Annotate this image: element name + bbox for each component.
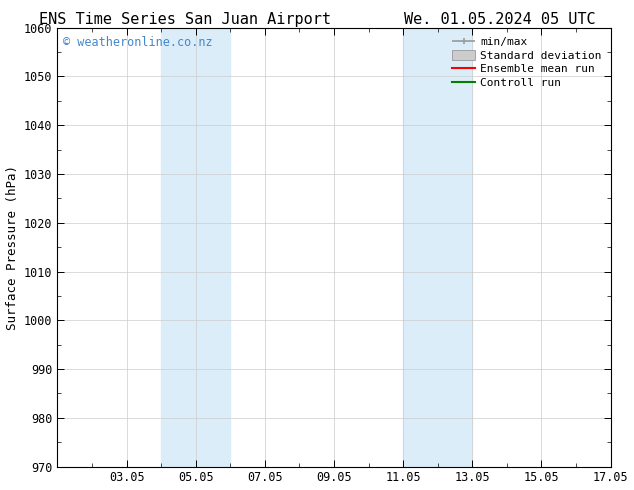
Bar	[161, 28, 196, 466]
Legend: min/max, Standard deviation, Ensemble mean run, Controll run: min/max, Standard deviation, Ensemble me…	[449, 33, 605, 91]
Bar	[437, 28, 472, 466]
Text: © weatheronline.co.nz: © weatheronline.co.nz	[63, 36, 212, 49]
Bar	[403, 28, 437, 466]
Text: ENS Time Series San Juan Airport        We. 01.05.2024 05 UTC: ENS Time Series San Juan Airport We. 01.…	[39, 12, 595, 27]
Y-axis label: Surface Pressure (hPa): Surface Pressure (hPa)	[6, 165, 18, 330]
Bar	[196, 28, 230, 466]
